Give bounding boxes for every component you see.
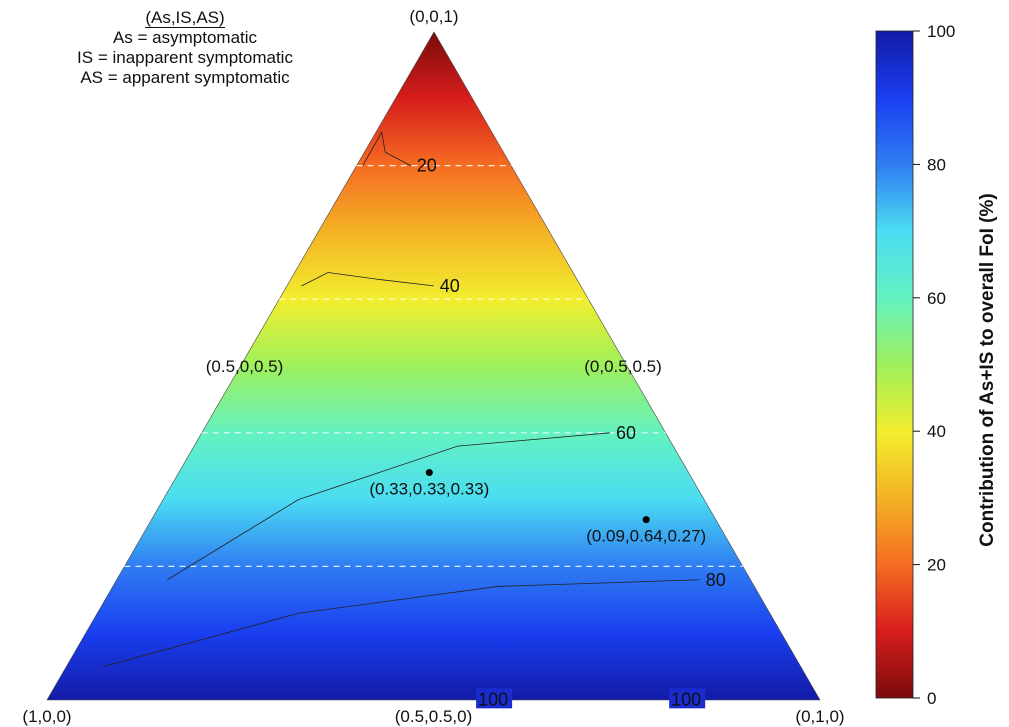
contour-line-60 — [167, 432, 610, 581]
vertex-label-as: (1,0,0) — [22, 707, 71, 726]
contour-label-bg-5 — [669, 688, 706, 709]
colorbar-tick-label-20: 20 — [927, 556, 946, 575]
contour-label-3: 80 — [706, 570, 726, 590]
colorbar-tick-label-60: 60 — [927, 289, 946, 308]
point-marker-1 — [642, 516, 650, 524]
legend-block: (As,IS,AS) As = asymptomatic IS = inappa… — [30, 8, 340, 88]
point-label-0: (0.33,0.33,0.33) — [369, 480, 489, 499]
colorbar-tick-label-40: 40 — [927, 422, 946, 441]
contour-label-1: 40 — [440, 276, 460, 296]
point-label-1: (0.09,0.64,0.27) — [586, 527, 706, 546]
contour-line-80 — [102, 579, 700, 667]
contour-label-0: 20 — [417, 156, 437, 176]
colorbar-tick-label-100: 100 — [927, 22, 955, 41]
point-marker-0 — [425, 469, 433, 477]
contour-label-bg-4 — [476, 688, 513, 709]
legend-line-apparent: AS = apparent symptomatic — [80, 68, 290, 87]
colorbar-title: Contribution of As+IS to overall FoI (%) — [977, 193, 998, 547]
contour-line-20 — [362, 131, 411, 166]
edge-label-left: (0.5,0,0.5) — [206, 357, 284, 376]
colorbar — [875, 30, 914, 699]
contour-label-5: 100 — [671, 689, 701, 709]
ternary-triangle — [46, 31, 821, 701]
vertex-label-is: (0,1,0) — [795, 707, 844, 726]
plot-layer: 20 40 60 80 100 100 (1,0,0) (0,1,0) (0,0,1) (0.5,… — [22, 7, 955, 726]
vertex-label-ap: (0,0,1) — [409, 7, 458, 26]
edge-label-right: (0,0.5,0.5) — [584, 357, 662, 376]
colorbar-tick-label-0: 0 — [927, 689, 936, 708]
legend-line-asymptomatic: As = asymptomatic — [112, 28, 258, 47]
contour-label-2: 60 — [616, 423, 636, 443]
legend-title: (As,IS,AS) — [145, 8, 225, 28]
edge-label-bottom: (0.5,0.5,0) — [395, 707, 473, 726]
contour-label-4: 100 — [478, 689, 508, 709]
legend-line-inapparent: IS = inapparent symptomatic — [77, 48, 293, 67]
colorbar-tick-label-80: 80 — [927, 155, 946, 174]
contour-line-40 — [301, 272, 434, 287]
